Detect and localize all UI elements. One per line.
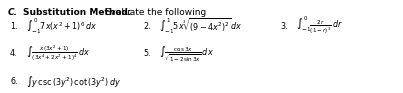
- Text: C.: C.: [7, 8, 17, 17]
- Text: 1.: 1.: [10, 22, 18, 31]
- Text: Substitution Method:: Substitution Method:: [23, 8, 132, 17]
- Text: 6.: 6.: [10, 77, 18, 86]
- Text: $\int y\,\mathrm{csc}\,(3y^2)\,\mathrm{cot}\,(3y^2)\,dy$: $\int y\,\mathrm{csc}\,(3y^2)\,\mathrm{c…: [26, 74, 121, 89]
- Text: $\int_{-1}^{\,0} \frac{2r}{(1-r)^3}\,dr$: $\int_{-1}^{\,0} \frac{2r}{(1-r)^3}\,dr$: [296, 15, 343, 37]
- Text: $\int \frac{\cos 3x}{\sqrt{1-2\sin 3x}}\,dx$: $\int \frac{\cos 3x}{\sqrt{1-2\sin 3x}}\…: [159, 44, 214, 64]
- Text: 2.: 2.: [143, 22, 151, 31]
- Text: 4.: 4.: [10, 49, 18, 58]
- Text: Evaluate the following: Evaluate the following: [102, 8, 206, 17]
- Text: 5.: 5.: [143, 49, 151, 58]
- Text: 3.: 3.: [280, 22, 288, 31]
- Text: $\int \frac{x(3x^2+1)}{(3x^4+2x^2+1)^4}\,dx$: $\int \frac{x(3x^2+1)}{(3x^4+2x^2+1)^4}\…: [26, 44, 90, 64]
- Text: $\int_{-1}^{\,1} 5x\sqrt[3]{(9 - 4x^2)^2}\,dx$: $\int_{-1}^{\,1} 5x\sqrt[3]{(9 - 4x^2)^2…: [159, 16, 243, 36]
- Text: $\int_{-1}^{\,0} 7x(x^2 + 1)^6\,dx$: $\int_{-1}^{\,0} 7x(x^2 + 1)^6\,dx$: [26, 16, 97, 36]
